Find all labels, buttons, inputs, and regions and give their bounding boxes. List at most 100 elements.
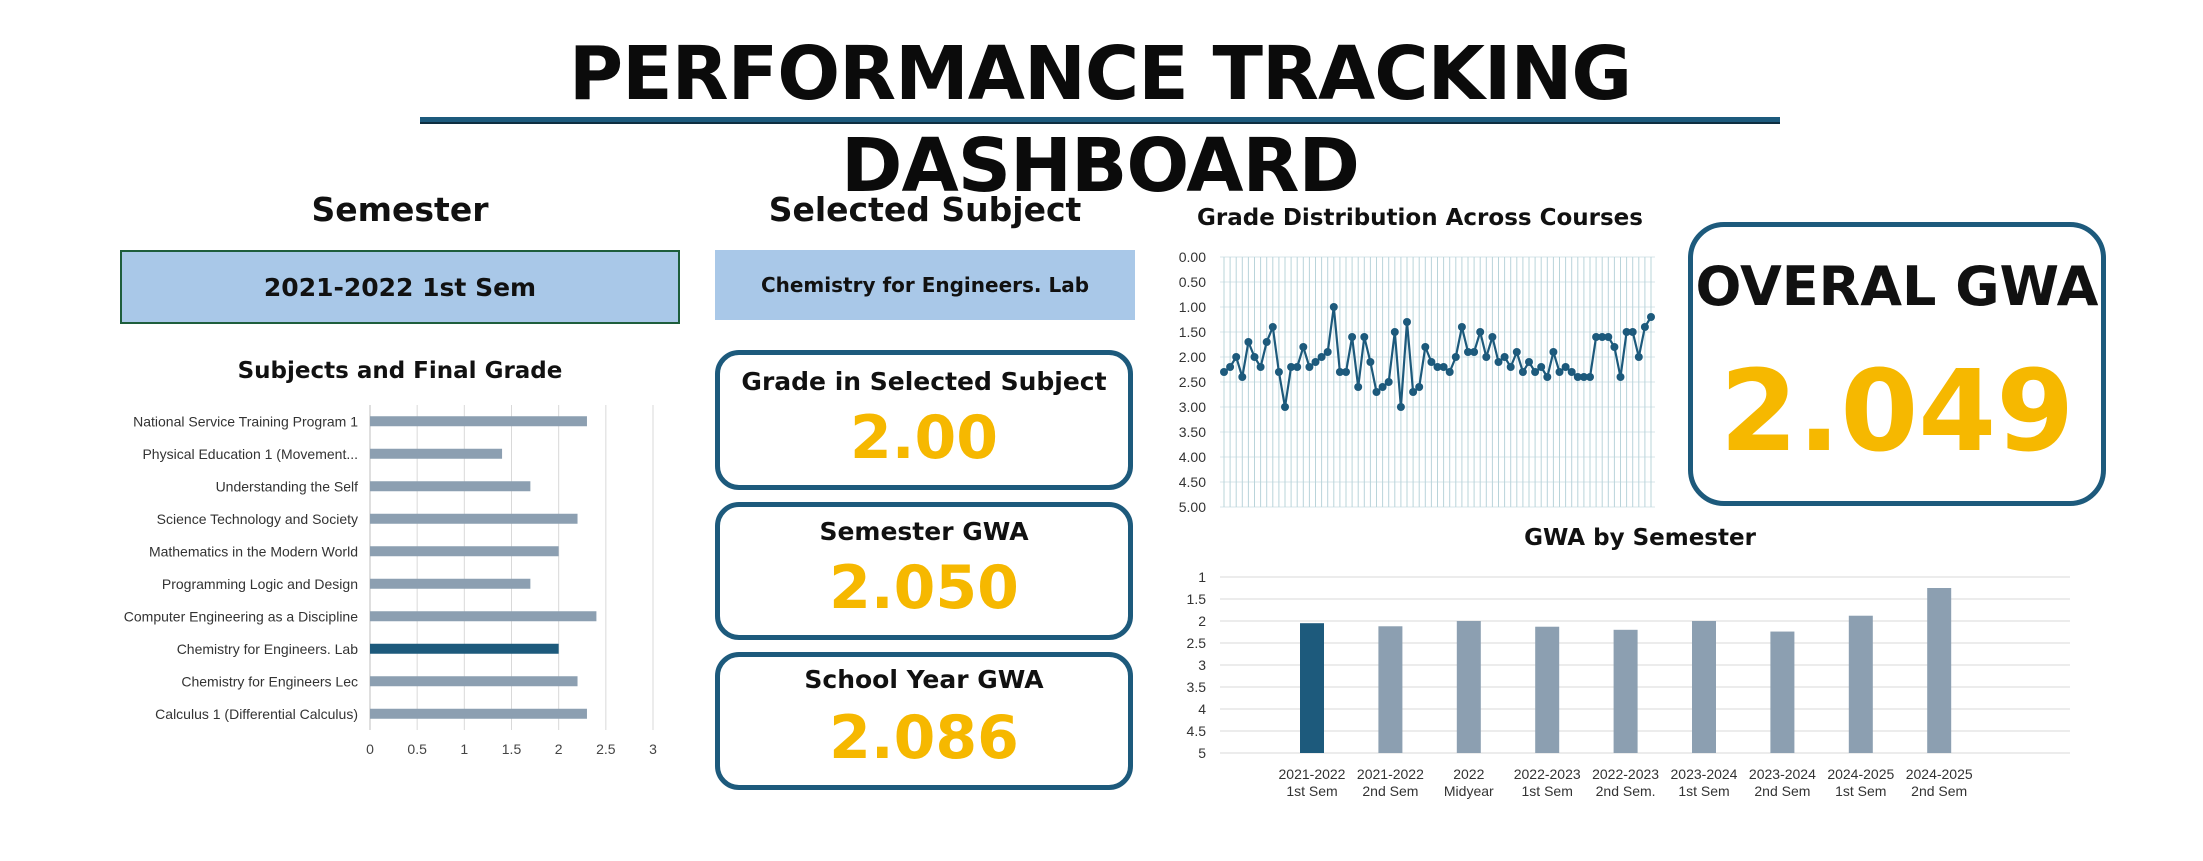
- data-point: [1561, 363, 1570, 371]
- data-point: [1598, 333, 1607, 341]
- y-tick-label: 2.5: [1187, 635, 1207, 651]
- category-label: Physical Education 1 (Movement...: [142, 446, 358, 462]
- data-point: [1409, 388, 1418, 396]
- x-tick-label: 0.5: [407, 741, 427, 757]
- data-point: [1488, 333, 1497, 341]
- y-tick-label: 4.00: [1179, 449, 1206, 465]
- y-tick-label: 0.50: [1179, 274, 1206, 290]
- category-label: Calculus 1 (Differential Calculus): [155, 706, 358, 722]
- bar: [370, 416, 587, 427]
- x-tick-label: 1: [460, 741, 468, 757]
- overall-gwa-value: 2.049: [1719, 347, 2075, 477]
- y-tick-label: 3.50: [1179, 424, 1206, 440]
- semester-gwa-card: Semester GWA 2.050: [715, 502, 1133, 640]
- y-tick-label: 1.5: [1187, 591, 1207, 607]
- y-tick-label: 5: [1198, 745, 1206, 761]
- data-point: [1506, 363, 1515, 371]
- category-label: 2021-2022: [1279, 766, 1346, 782]
- data-point: [1238, 373, 1247, 381]
- title-underline: [420, 117, 1780, 124]
- data-point: [1525, 358, 1533, 366]
- data-point: [1628, 328, 1637, 336]
- category-label: 1st Sem: [1286, 783, 1337, 799]
- y-tick-label: 2: [1198, 613, 1206, 629]
- y-tick-label: 1.50: [1179, 324, 1206, 340]
- grade-selected-subject-value: 2.00: [849, 403, 999, 473]
- data-point: [1622, 328, 1631, 336]
- data-point: [1634, 353, 1643, 361]
- category-label: 2021-2022: [1357, 766, 1424, 782]
- category-label: National Service Training Program 1: [133, 413, 358, 429]
- bar: [1927, 588, 1952, 753]
- data-point: [1573, 373, 1582, 381]
- category-label: 2nd Sem: [1362, 783, 1418, 799]
- bar: [1535, 626, 1560, 753]
- data-point: [1226, 363, 1235, 371]
- y-tick-label: 5.00: [1179, 499, 1206, 515]
- data-point: [1390, 328, 1399, 336]
- semester-heading: Semester: [311, 190, 489, 229]
- bar: [1300, 623, 1324, 753]
- data-point: [1348, 333, 1357, 341]
- data-point: [1567, 368, 1576, 376]
- category-label: 2nd Sem: [1754, 783, 1810, 799]
- school-year-gwa-card: School Year GWA 2.086: [715, 652, 1133, 790]
- data-point: [1244, 338, 1253, 346]
- bar: [370, 448, 503, 459]
- y-tick-label: 4.5: [1187, 723, 1207, 739]
- bar: [1613, 629, 1638, 753]
- data-point: [1372, 388, 1381, 396]
- semester-selector[interactable]: 2021-2022 1st Sem: [120, 250, 680, 324]
- x-tick-label: 3: [649, 741, 657, 757]
- gwa-semester-chart-title: GWA by Semester: [1524, 525, 1756, 551]
- data-point: [1232, 353, 1241, 361]
- overall-gwa-label: OVERAL GWA: [1695, 255, 2099, 318]
- dashboard-title: PERFORMANCE TRACKING DASHBOARD: [568, 31, 1632, 209]
- y-tick-label: 1.00: [1179, 299, 1206, 315]
- data-point: [1470, 348, 1479, 356]
- grade-selected-subject-card: Grade in Selected Subject 2.00: [715, 350, 1133, 490]
- school-year-gwa-label: School Year GWA: [804, 665, 1044, 694]
- bar: [370, 513, 578, 524]
- data-point: [1647, 313, 1655, 321]
- bar: [1692, 621, 1716, 753]
- bar: [370, 676, 578, 687]
- data-point: [1512, 348, 1521, 356]
- data-point: [1281, 403, 1289, 411]
- data-point: [1396, 403, 1405, 411]
- data-point: [1439, 363, 1448, 371]
- data-point: [1494, 358, 1503, 366]
- data-point: [1360, 333, 1369, 341]
- data-point: [1384, 378, 1393, 386]
- semester-gwa-label: Semester GWA: [819, 517, 1029, 546]
- x-tick-label: 2: [555, 741, 563, 757]
- category-label: Chemistry for Engineers. Lab: [177, 641, 359, 657]
- category-label: Computer Engineering as a Discipline: [124, 608, 358, 624]
- data-point: [1421, 343, 1430, 351]
- data-point: [1640, 323, 1649, 331]
- selected-subject-selector[interactable]: Chemistry for Engineers. Lab: [715, 250, 1135, 320]
- category-label: 2022-2023: [1514, 766, 1581, 782]
- data-point: [1311, 358, 1320, 366]
- y-tick-label: 2.50: [1179, 374, 1206, 390]
- y-tick-label: 3.00: [1179, 399, 1206, 415]
- data-point: [1354, 383, 1363, 391]
- semester-gwa-value: 2.050: [829, 553, 1019, 623]
- data-point: [1457, 323, 1466, 331]
- bar: [1378, 626, 1403, 753]
- data-point: [1378, 383, 1387, 391]
- category-label: 1st Sem: [1678, 783, 1729, 799]
- data-point: [1586, 373, 1594, 381]
- data-point: [1451, 353, 1460, 361]
- category-label: 2022: [1453, 766, 1484, 782]
- subjects-chart-title: Subjects and Final Grade: [237, 358, 563, 384]
- data-point: [1293, 363, 1302, 371]
- data-point: [1366, 358, 1375, 366]
- data-point: [1555, 368, 1564, 376]
- data-point: [1543, 373, 1552, 381]
- data-point: [1262, 338, 1271, 346]
- data-point: [1537, 363, 1546, 371]
- bar: [1770, 631, 1795, 753]
- y-tick-label: 1: [1198, 569, 1206, 585]
